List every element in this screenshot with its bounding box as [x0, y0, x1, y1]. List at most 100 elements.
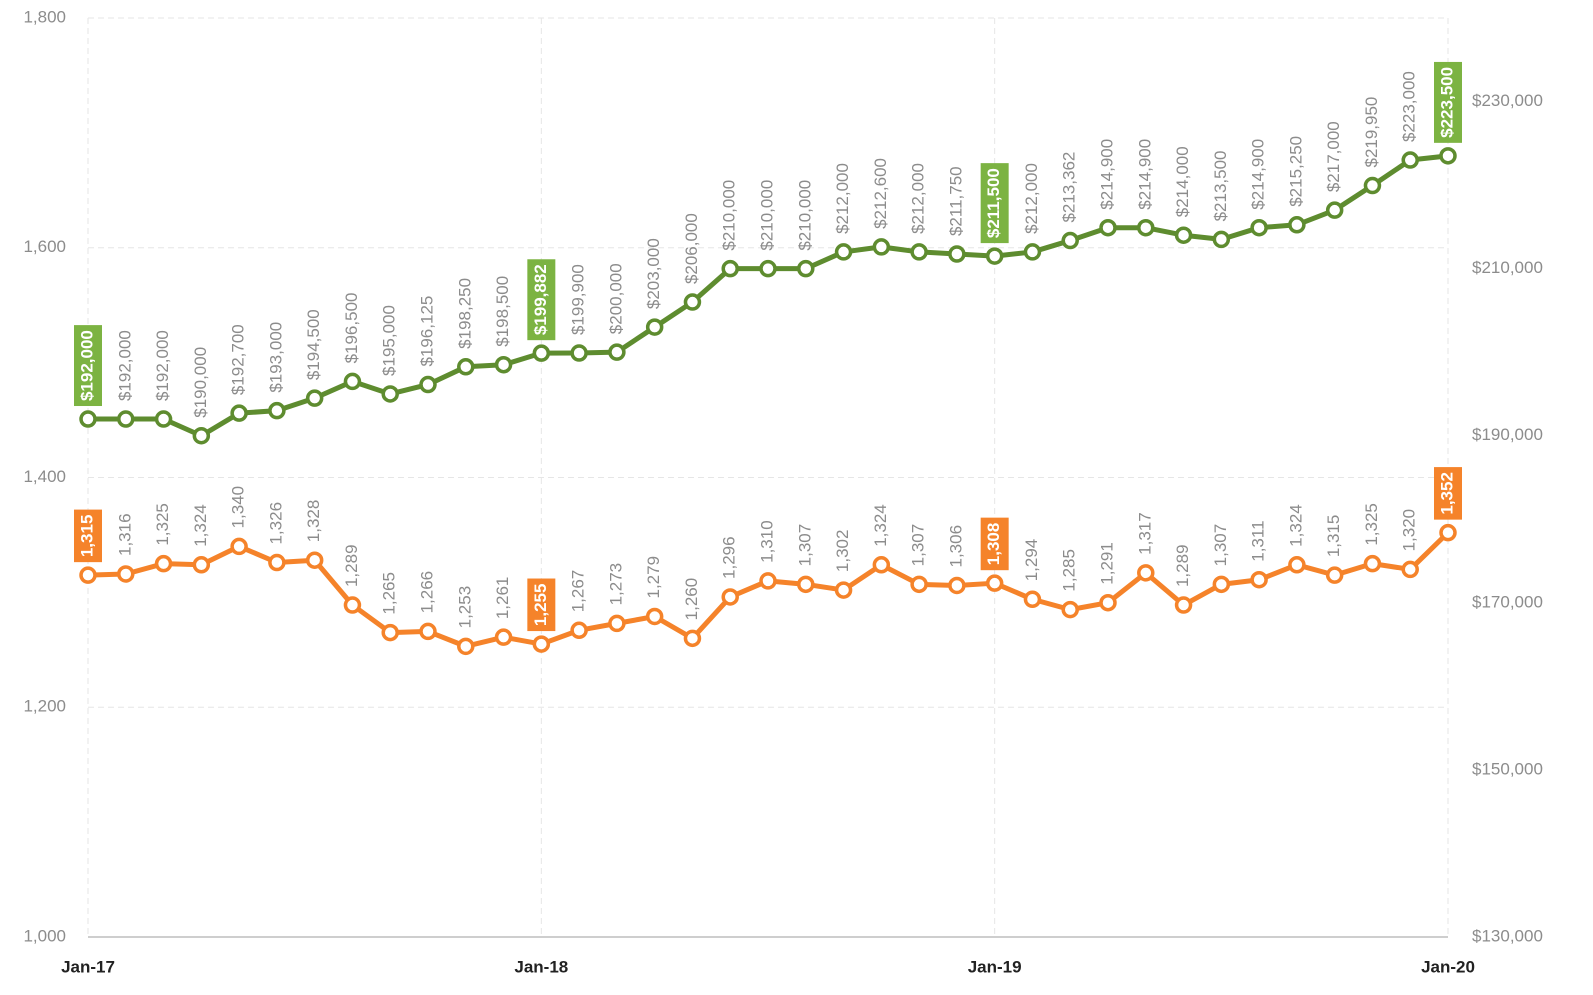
point [268, 553, 286, 572]
value-label-group: 1,328 [304, 500, 323, 543]
value-label-group: 1,340 [229, 486, 248, 529]
value-label: $212,000 [909, 163, 928, 234]
value-label-group: $210,000 [795, 180, 814, 251]
value-label: $215,250 [1286, 136, 1305, 207]
value-label: 1,320 [1400, 509, 1419, 552]
point [1023, 243, 1042, 261]
value-label: 1,253 [455, 586, 474, 629]
value-label-group: $195,000 [380, 305, 399, 376]
value-label-group: $211,750 [946, 166, 965, 236]
value-label: 1,311 [1249, 520, 1268, 561]
value-label-group: $198,250 [455, 278, 474, 349]
value-label: 1,310 [757, 520, 776, 563]
value-label-group: 1,260 [682, 578, 701, 621]
value-label: $198,250 [455, 278, 474, 349]
value-label-group: $194,500 [304, 309, 323, 380]
point [1325, 201, 1344, 219]
value-label: 1,307 [909, 524, 928, 567]
value-label: 1,279 [644, 556, 663, 599]
point [457, 358, 475, 376]
point [1250, 570, 1268, 589]
value-label-group: $198,500 [493, 276, 512, 347]
value-label: 1,294 [1022, 539, 1041, 582]
y-tick-label: 1,800 [23, 7, 66, 26]
value-label-group: $212,000 [833, 163, 852, 234]
value-label-group: 1,311 [1249, 520, 1268, 561]
label-box [527, 578, 556, 632]
value-label: 1,316 [115, 513, 134, 556]
value-label: $196,125 [417, 296, 436, 367]
point [230, 537, 248, 556]
point [1174, 226, 1193, 244]
point [1212, 230, 1231, 249]
value-label: 1,291 [1097, 542, 1116, 585]
value-label: $212,000 [1022, 163, 1041, 234]
value-label: $192,700 [229, 324, 248, 395]
value-label-group: $212,600 [871, 158, 890, 229]
point [1061, 231, 1079, 250]
value-label: $223,000 [1400, 71, 1419, 142]
value-label: 1,267 [569, 570, 588, 613]
point [494, 355, 513, 374]
label-box [980, 517, 1009, 571]
value-label-group: $213,500 [1211, 150, 1230, 221]
point [1401, 151, 1419, 169]
point [117, 565, 135, 583]
value-label: 1,324 [871, 504, 890, 547]
value-label-group: 1,307 [795, 524, 814, 567]
point [192, 556, 211, 574]
y-tick-label: 1,600 [23, 237, 66, 256]
value-label: $200,000 [606, 263, 625, 334]
y-tick-label: 1,400 [23, 467, 66, 486]
value-label-group: 1,324 [1286, 504, 1305, 547]
point [1325, 566, 1344, 584]
value-label: 1,302 [833, 530, 852, 573]
point [608, 343, 626, 361]
point [305, 551, 324, 569]
point [645, 607, 664, 626]
value-label: $193,000 [266, 322, 285, 393]
point [910, 243, 928, 261]
value-label: 1,285 [1060, 549, 1079, 592]
point [419, 375, 437, 394]
x-tick-label: Jan-17 [61, 957, 115, 976]
value-label-group: 1,325 [153, 503, 172, 546]
value-label: 1,306 [946, 525, 965, 568]
value-label-group: $199,882 [527, 259, 556, 341]
point [721, 588, 739, 606]
x-tick-label: Jan-18 [514, 957, 568, 976]
value-label: $192,000 [77, 330, 96, 401]
value-label: $199,882 [531, 264, 550, 335]
value-label: 1,315 [77, 515, 96, 558]
value-label: 1,328 [304, 500, 323, 543]
value-label-group: 1,324 [871, 504, 890, 547]
label-box [980, 163, 1009, 244]
value-label: 1,266 [417, 571, 436, 614]
point [381, 385, 399, 403]
value-label-group: $219,950 [1362, 97, 1381, 168]
point [872, 238, 891, 256]
value-label: $210,000 [757, 180, 776, 251]
point [872, 556, 891, 574]
value-label: $212,000 [833, 163, 852, 234]
value-label-group: $223,000 [1400, 71, 1419, 142]
value-label-group: $214,900 [1097, 139, 1116, 210]
value-label-group: 1,320 [1400, 509, 1419, 552]
value-label: 1,324 [1286, 504, 1305, 547]
value-label-group: $200,000 [606, 263, 625, 334]
value-label: 1,325 [153, 503, 172, 546]
point [1061, 600, 1079, 619]
point [1023, 590, 1042, 609]
value-label-group: 1,273 [606, 563, 625, 606]
y2-tick-label: $230,000 [1472, 91, 1543, 110]
value-label-group: $192,000 [153, 330, 172, 401]
point [1099, 593, 1117, 612]
point [683, 293, 702, 311]
value-label-group: 1,315 [1324, 515, 1343, 558]
value-label-group: $190,000 [191, 347, 210, 418]
y2-tick-label: $130,000 [1472, 926, 1543, 945]
point [154, 554, 173, 573]
value-label: $192,000 [115, 330, 134, 401]
point [721, 259, 739, 278]
value-label-group: 1,302 [833, 530, 852, 573]
